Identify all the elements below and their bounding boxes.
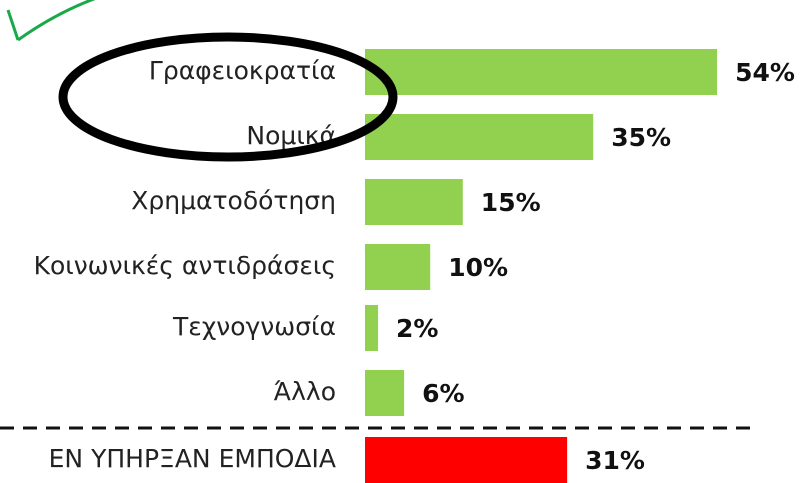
value-label: 2% — [396, 314, 438, 343]
category-label: Γραφειοκρατία — [149, 56, 336, 85]
highlight-ellipse — [63, 37, 393, 157]
category-label: Κοινωνικές αντιδράσεις — [34, 251, 336, 280]
value-label: 54% — [735, 58, 795, 87]
value-label: 35% — [611, 123, 671, 152]
bar — [365, 437, 567, 483]
value-label: 31% — [585, 446, 645, 475]
green-scribble — [8, 10, 18, 40]
bar — [365, 114, 593, 160]
bar — [365, 179, 463, 225]
bar — [365, 244, 430, 290]
value-label: 15% — [481, 188, 541, 217]
category-label: ΕΝ ΥΠΗΡΞΑΝ ΕΜΠΟΔΙΑ — [49, 444, 336, 473]
bar — [365, 370, 404, 416]
category-label: Χρηματοδότηση — [131, 186, 336, 215]
category-label: Άλλο — [274, 377, 336, 406]
category-label: Τεχνογνωσία — [172, 312, 336, 341]
value-label: 10% — [448, 253, 508, 282]
chart: Γραφειοκρατία54%Νομικά35%Χρηματοδότηση15… — [0, 0, 805, 483]
bar — [365, 49, 717, 95]
bar — [365, 305, 378, 351]
value-label: 6% — [422, 379, 464, 408]
green-scribble — [18, 0, 105, 40]
